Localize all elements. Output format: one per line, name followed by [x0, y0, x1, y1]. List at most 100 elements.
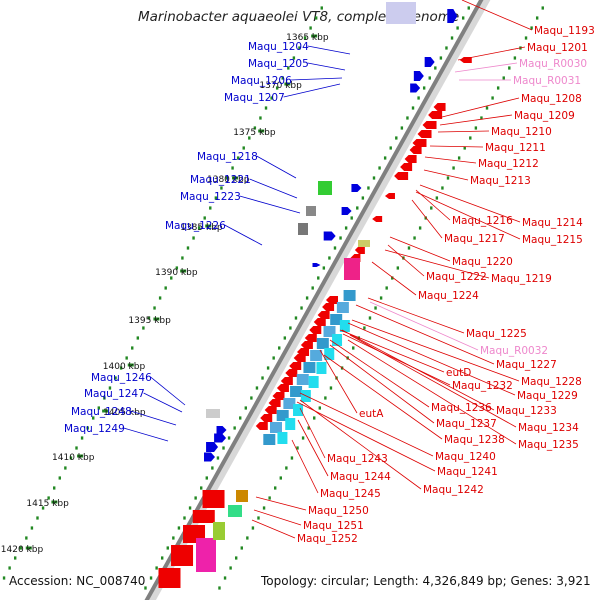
gc-skew-dot-inner [36, 516, 39, 520]
gene-label-right: Maqu_1228 [521, 376, 582, 388]
gene-label-right: Maqu_1251 [303, 520, 364, 532]
gene-label-right: Maqu_1227 [496, 359, 557, 371]
label-leader-line [130, 410, 177, 426]
operon-feature-bar [330, 314, 343, 325]
gene-label-left: Maqu_1204 [248, 41, 309, 53]
misc-feature-block [358, 240, 370, 247]
scale-label: 1380 kbp [207, 175, 250, 185]
cyan-feature-bar [332, 334, 343, 346]
label-leader-line [329, 344, 435, 424]
gc-content-dot [350, 216, 353, 220]
gene-label-right: Maqu_1212 [478, 158, 539, 170]
operon-feature-bar [276, 410, 289, 421]
reverse-cds-arrow [260, 414, 273, 422]
gc-skew-dot-inner [225, 176, 229, 180]
misc-feature-block [213, 522, 225, 540]
gene-label-left: Maqu_1247 [84, 388, 145, 400]
gc-dot-outer [285, 466, 288, 470]
label-leader-line [256, 155, 297, 179]
gc-skew-dot-inner [58, 476, 61, 480]
gc-content-dot [272, 356, 275, 360]
label-leader-line [411, 199, 443, 239]
gene-label-right: Maqu_1242 [423, 484, 484, 496]
gc-dot-outer [502, 76, 505, 80]
forward-cds-arrow [410, 83, 421, 93]
gc-dot-outer [541, 6, 544, 10]
gene-label-right: Maqu_1235 [518, 439, 579, 451]
gc-content-dot [467, 6, 470, 10]
gc-skew-dot-inner [13, 556, 17, 560]
gc-dot-outer [385, 286, 388, 290]
label-leader-line [299, 392, 434, 457]
gene-label-left: Maqu_1226 [165, 220, 226, 232]
operon-feature-bar [316, 338, 329, 349]
label-leader-line [296, 401, 436, 472]
gc-dot-outer [313, 416, 316, 420]
gc-skew-dot-inner [203, 216, 206, 220]
reverse-cds-arrow [384, 193, 395, 199]
label-leader-line [387, 244, 425, 277]
gc-dot-outer [262, 506, 266, 510]
scale-label: 1375 kbp [233, 128, 276, 138]
operon-feature-bar [290, 386, 303, 397]
gene-label-right: Maqu_1237 [436, 418, 497, 430]
label-leader-line [253, 509, 302, 526]
gc-dot-outer [524, 36, 528, 40]
gene-label-right: Maqu_1201 [527, 42, 588, 54]
gc-content-dot [361, 196, 365, 200]
accession-text: Accession: NC_008740 [9, 574, 146, 588]
label-leader-line [297, 419, 329, 477]
reverse-cds-arrow [322, 303, 335, 311]
gc-skew-dot-inner [248, 136, 251, 140]
reverse-cds-arrow [276, 384, 289, 392]
gc-content-dot [422, 86, 426, 90]
gc-dot-outer [374, 306, 377, 310]
gc-skew-dot-inner [19, 546, 22, 550]
gene-label-right: Maqu_1211 [485, 142, 546, 154]
reverse-cds-arrow [272, 392, 285, 400]
gc-content-dot [283, 336, 287, 340]
label-leader-line [291, 439, 319, 494]
gc-dot-outer [446, 176, 450, 180]
gene-label-left: Maqu_1223 [180, 191, 241, 203]
misc-feature-block [206, 409, 220, 418]
gc-skew-dot-inner [86, 426, 89, 430]
gc-content-dot [149, 576, 153, 580]
misc-feature-block [196, 538, 216, 572]
gc-content-dot [450, 36, 454, 40]
reverse-cds-arrow [313, 318, 326, 326]
gc-dot-outer [469, 136, 472, 140]
gene-label-right: eutD [446, 367, 471, 379]
gc-content-dot [244, 406, 248, 410]
label-leader-line [349, 334, 517, 428]
label-leader-line [319, 349, 358, 414]
gene-label-right: Maqu_1229 [517, 390, 578, 402]
forward-cds-arrow [203, 452, 215, 462]
gc-dot-outer [324, 396, 327, 400]
gc-skew-dot-inner [164, 286, 167, 290]
gc-dot-outer [246, 536, 249, 540]
gc-content-dot [144, 586, 147, 590]
reverse-cds-arrow [354, 246, 365, 254]
gc-content-dot [155, 566, 158, 570]
reverse-cds-arrow [304, 334, 317, 342]
label-leader-line [437, 97, 520, 119]
gc-content-dot [222, 446, 225, 450]
label-leader-line [351, 319, 520, 382]
gc-content-dot [166, 546, 169, 550]
misc-feature-block [306, 206, 316, 216]
gene-label-right: Maqu_1234 [518, 422, 579, 434]
operon-feature-bar [323, 326, 336, 337]
forward-cds-arrow [323, 231, 336, 241]
reverse-cds-arrow [309, 326, 322, 334]
gc-dot-outer [318, 406, 322, 410]
gc-skew-dot-inner [292, 56, 296, 60]
gc-content-dot [172, 536, 175, 540]
gc-skew-dot-inner [264, 106, 268, 110]
gene-label-right: Maqu_R0031 [513, 75, 581, 87]
gc-dot-outer [251, 526, 255, 530]
gc-content-dot [305, 296, 309, 300]
gc-skew-dot-inner [220, 186, 223, 190]
